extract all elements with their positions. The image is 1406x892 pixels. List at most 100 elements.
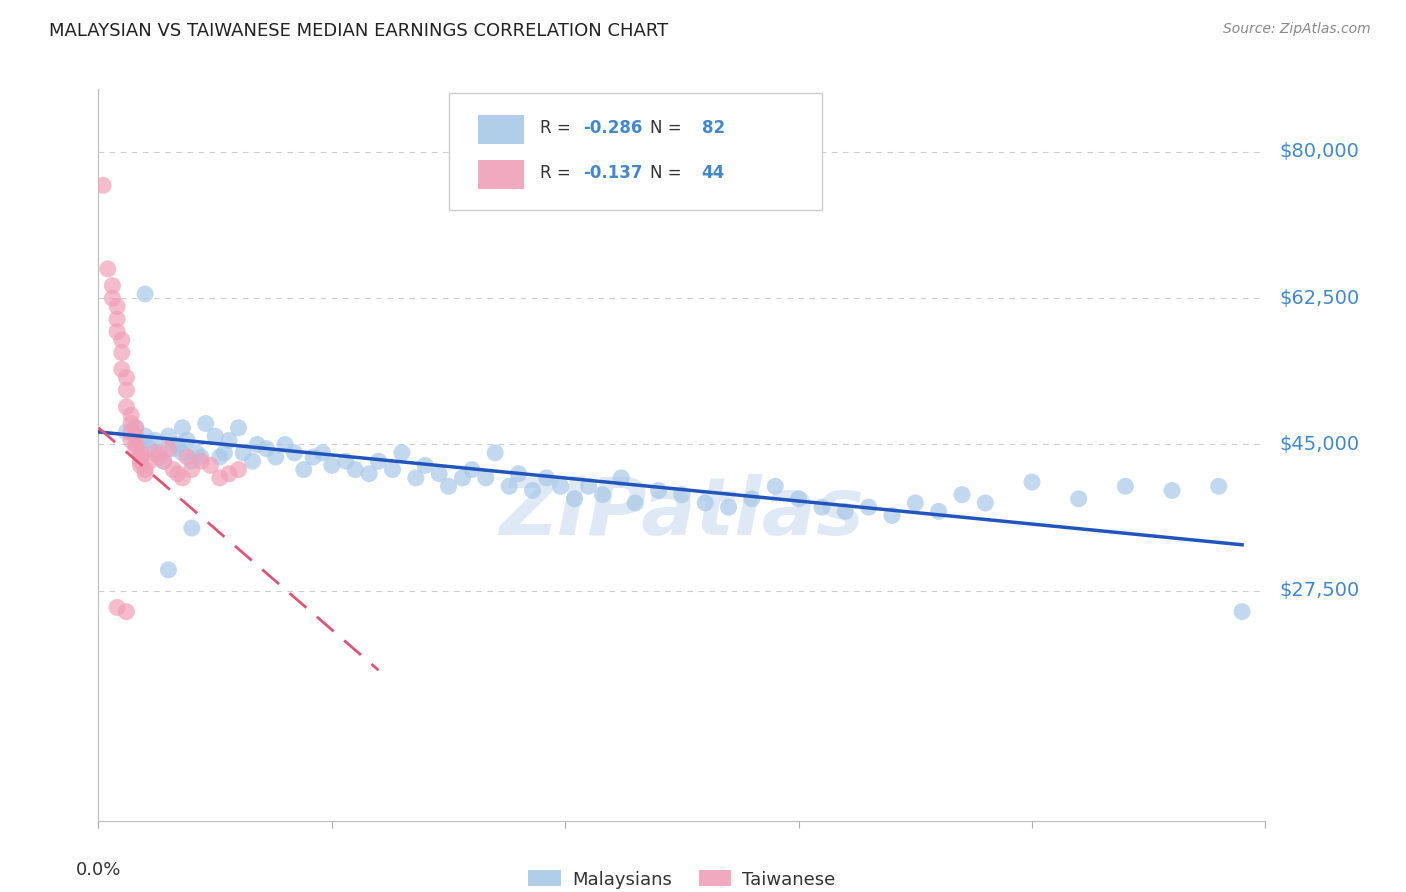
Point xyxy=(1230,605,1253,619)
Point xyxy=(564,491,586,506)
Point xyxy=(578,479,600,493)
Point xyxy=(139,454,162,468)
Point xyxy=(413,458,436,473)
Point xyxy=(172,421,194,435)
Point xyxy=(1114,479,1136,493)
Point xyxy=(311,446,333,460)
Point xyxy=(157,429,180,443)
Point xyxy=(274,437,297,451)
Point xyxy=(335,454,357,468)
Point xyxy=(129,458,152,473)
Bar xyxy=(478,161,524,189)
Text: N =: N = xyxy=(651,119,688,137)
Point xyxy=(105,300,128,314)
Point xyxy=(172,471,194,485)
Point xyxy=(186,446,208,460)
Point xyxy=(522,483,544,498)
Bar xyxy=(478,115,524,145)
Point xyxy=(283,446,305,460)
Point xyxy=(190,450,212,464)
Point xyxy=(508,467,530,481)
Legend: Malaysians, Taiwanese: Malaysians, Taiwanese xyxy=(522,863,842,892)
Point xyxy=(105,325,128,339)
Point xyxy=(176,434,198,448)
Point xyxy=(228,462,250,476)
Text: N =: N = xyxy=(651,164,688,182)
Point xyxy=(125,437,148,451)
Point xyxy=(208,471,231,485)
Point xyxy=(834,504,856,518)
Point xyxy=(741,491,763,506)
Point xyxy=(484,446,506,460)
Point xyxy=(129,446,152,460)
Point xyxy=(264,450,287,464)
Point xyxy=(152,454,174,468)
Point xyxy=(1161,483,1184,498)
Point xyxy=(256,442,278,456)
Point xyxy=(232,446,254,460)
Point xyxy=(166,467,188,481)
Point xyxy=(139,442,162,456)
Point xyxy=(143,434,166,448)
Point xyxy=(1067,491,1090,506)
Text: 44: 44 xyxy=(702,164,725,182)
Point xyxy=(120,425,142,439)
Text: $80,000: $80,000 xyxy=(1279,143,1360,161)
Point xyxy=(228,421,250,435)
Text: 82: 82 xyxy=(702,119,725,137)
Point xyxy=(120,417,142,431)
Point xyxy=(134,467,156,481)
Point xyxy=(162,442,184,456)
Point xyxy=(475,471,498,485)
Point xyxy=(647,483,669,498)
Point xyxy=(928,504,950,518)
Point xyxy=(134,287,156,301)
Point xyxy=(359,467,381,481)
Text: $27,500: $27,500 xyxy=(1279,582,1360,600)
Point xyxy=(162,462,184,476)
Point xyxy=(208,450,231,464)
Point xyxy=(427,467,450,481)
Point xyxy=(624,496,647,510)
Point xyxy=(101,278,124,293)
Point xyxy=(242,454,264,468)
Point xyxy=(125,421,148,435)
Point xyxy=(391,446,413,460)
Point xyxy=(592,488,614,502)
Point xyxy=(536,471,558,485)
Point xyxy=(218,434,240,448)
Point xyxy=(321,458,343,473)
Point xyxy=(134,462,156,476)
Point xyxy=(787,491,810,506)
Point xyxy=(858,500,880,515)
Text: -0.137: -0.137 xyxy=(582,164,643,182)
Point xyxy=(190,454,212,468)
Point xyxy=(176,450,198,464)
Text: R =: R = xyxy=(540,119,575,137)
Point xyxy=(125,429,148,443)
Point xyxy=(101,291,124,305)
Point xyxy=(97,261,120,276)
Point xyxy=(717,500,740,515)
Point xyxy=(129,437,152,451)
Point xyxy=(111,345,134,359)
Point xyxy=(550,479,572,493)
Point xyxy=(461,462,484,476)
Point xyxy=(157,563,180,577)
Point xyxy=(134,429,156,443)
Point xyxy=(405,471,427,485)
Point xyxy=(115,605,138,619)
Point xyxy=(200,458,222,473)
Point xyxy=(152,454,174,468)
Point xyxy=(610,471,633,485)
Point xyxy=(437,479,460,493)
Point xyxy=(125,442,148,456)
Point xyxy=(172,446,194,460)
Point xyxy=(880,508,903,523)
Point xyxy=(111,362,134,376)
Point xyxy=(950,488,973,502)
Point xyxy=(214,446,236,460)
Text: MALAYSIAN VS TAIWANESE MEDIAN EARNINGS CORRELATION CHART: MALAYSIAN VS TAIWANESE MEDIAN EARNINGS C… xyxy=(49,22,668,40)
Point xyxy=(904,496,927,510)
Point xyxy=(120,408,142,422)
